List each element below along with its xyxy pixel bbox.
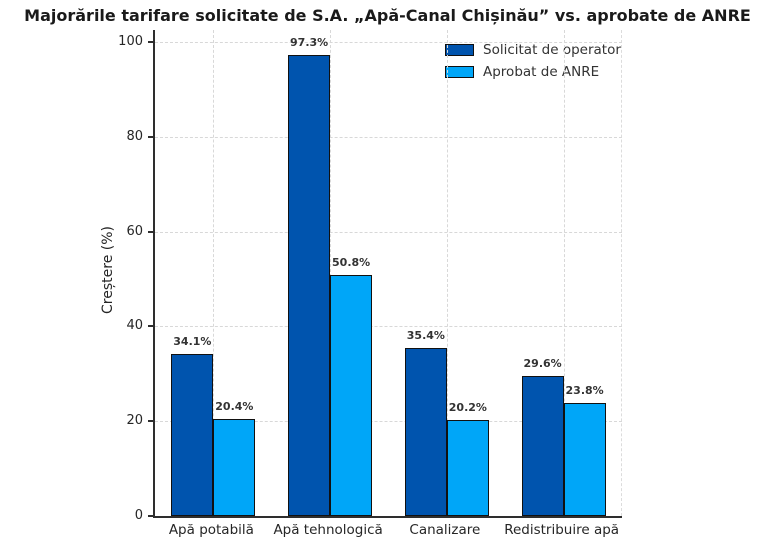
x-tick-label-1: Apă tehnologică [273,522,383,538]
h-gridline-80 [155,136,622,138]
legend-label-1: Aprobat de ANRE [483,64,600,80]
bar-value-label-1-3: 23.8% [565,384,604,398]
legend-swatch-icon [445,66,474,78]
legend: Solicitat de operator Aprobat de ANRE [445,39,621,83]
x-tick-label-2: Canalizare [409,522,481,538]
legend-swatch-icon [445,44,474,56]
bar-solicitat-de-operator-3 [521,375,564,516]
y-tick-label-0: 0 [134,508,143,523]
y-tick-label-40: 40 [126,318,143,334]
right-spine [621,30,622,516]
bar-value-label-1-0: 20.4% [215,400,254,414]
y-tick-mark-100 [148,40,153,43]
x-tick-label-3: Redistribuire apă [504,522,620,538]
x-tick-label-0: Apă potabilă [168,522,254,538]
y-tick-label-100: 100 [118,33,143,49]
bar-solicitat-de-operator-2 [404,348,447,516]
h-gridline-40 [155,326,622,328]
y-tick-mark-20 [148,420,153,423]
y-tick-label-20: 20 [126,413,143,429]
bar-aprobat-de-anre-1 [330,275,373,516]
h-gridline-20 [155,421,622,423]
bar-aprobat-de-anre-0 [213,419,256,516]
y-tick-mark-0 [148,515,153,517]
v-gridline-2 [446,30,448,516]
y-tick-label-80: 80 [126,128,143,144]
bar-value-label-0-3: 29.6% [523,356,562,370]
bar-value-label-0-2: 35.4% [406,329,445,343]
y-tick-mark-40 [148,325,153,328]
plot-area: Solicitat de operator Aprobat de ANRE 34.… [153,30,622,518]
legend-item-1: Aprobat de ANRE [445,61,621,83]
bar-aprobat-de-anre-3 [563,403,606,516]
h-gridline-100 [155,41,622,43]
legend-label-0: Solicitat de operator [483,42,621,58]
y-tick-label-60: 60 [126,223,143,239]
chart-title: Majorările tarifare solicitate de S.A. „… [24,6,751,25]
y-tick-mark-80 [148,135,153,138]
v-gridline-3 [563,30,565,516]
bar-value-label-1-2: 20.2% [448,401,487,415]
bar-solicitat-de-operator-1 [288,54,331,516]
v-gridline-0 [213,30,215,516]
h-gridline-60 [155,231,622,233]
bar-value-label-0-0: 34.1% [173,335,212,349]
bar-aprobat-de-anre-2 [446,420,489,516]
v-gridline-1 [330,30,332,516]
legend-item-0: Solicitat de operator [445,39,621,61]
y-tick-mark-60 [148,230,153,233]
bar-value-label-1-1: 50.8% [332,256,371,270]
bar-solicitat-de-operator-0 [171,354,214,516]
bar-value-label-0-1: 97.3% [290,35,329,49]
